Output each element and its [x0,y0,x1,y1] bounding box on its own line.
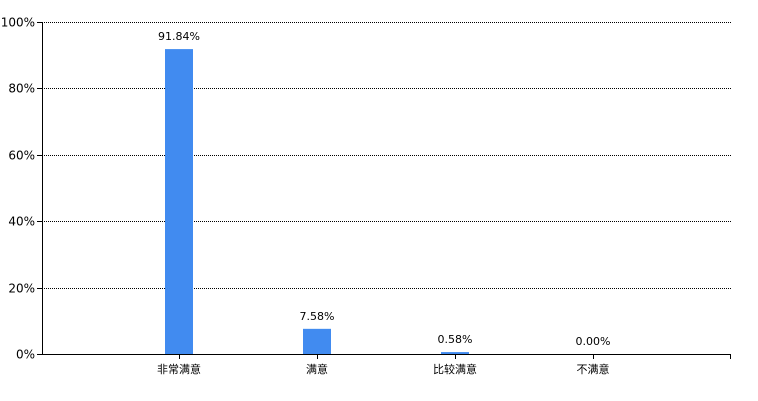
bar [165,49,193,355]
y-tick-label: 80% [8,82,35,96]
gridlines [42,22,731,289]
data-label: 0.00% [576,335,611,348]
y-tick-label: 40% [8,215,35,229]
y-axis-tick-labels: 0% 20% 40% 60% 80% 100% [1,16,35,362]
data-labels: 91.84% 7.58% 0.58% 0.00% [158,30,610,348]
y-tick-label: 0% [16,348,35,362]
data-label: 0.58% [438,333,473,346]
x-tick-label: 比较满意 [433,362,477,376]
y-tick-label: 60% [8,149,35,163]
x-tick-label: 不满意 [577,362,610,376]
data-label: 7.58% [300,310,335,323]
data-label: 91.84% [158,30,200,43]
axes [37,22,731,359]
x-tick-label: 非常满意 [157,362,201,376]
x-axis-tick-labels: 非常满意 满意 比较满意 不满意 [157,362,610,376]
bars [165,49,469,355]
bar [441,352,469,354]
bar [303,328,331,354]
x-tick-label: 满意 [306,362,328,376]
y-tick-label: 100% [1,16,35,30]
y-tick-label: 20% [8,282,35,296]
